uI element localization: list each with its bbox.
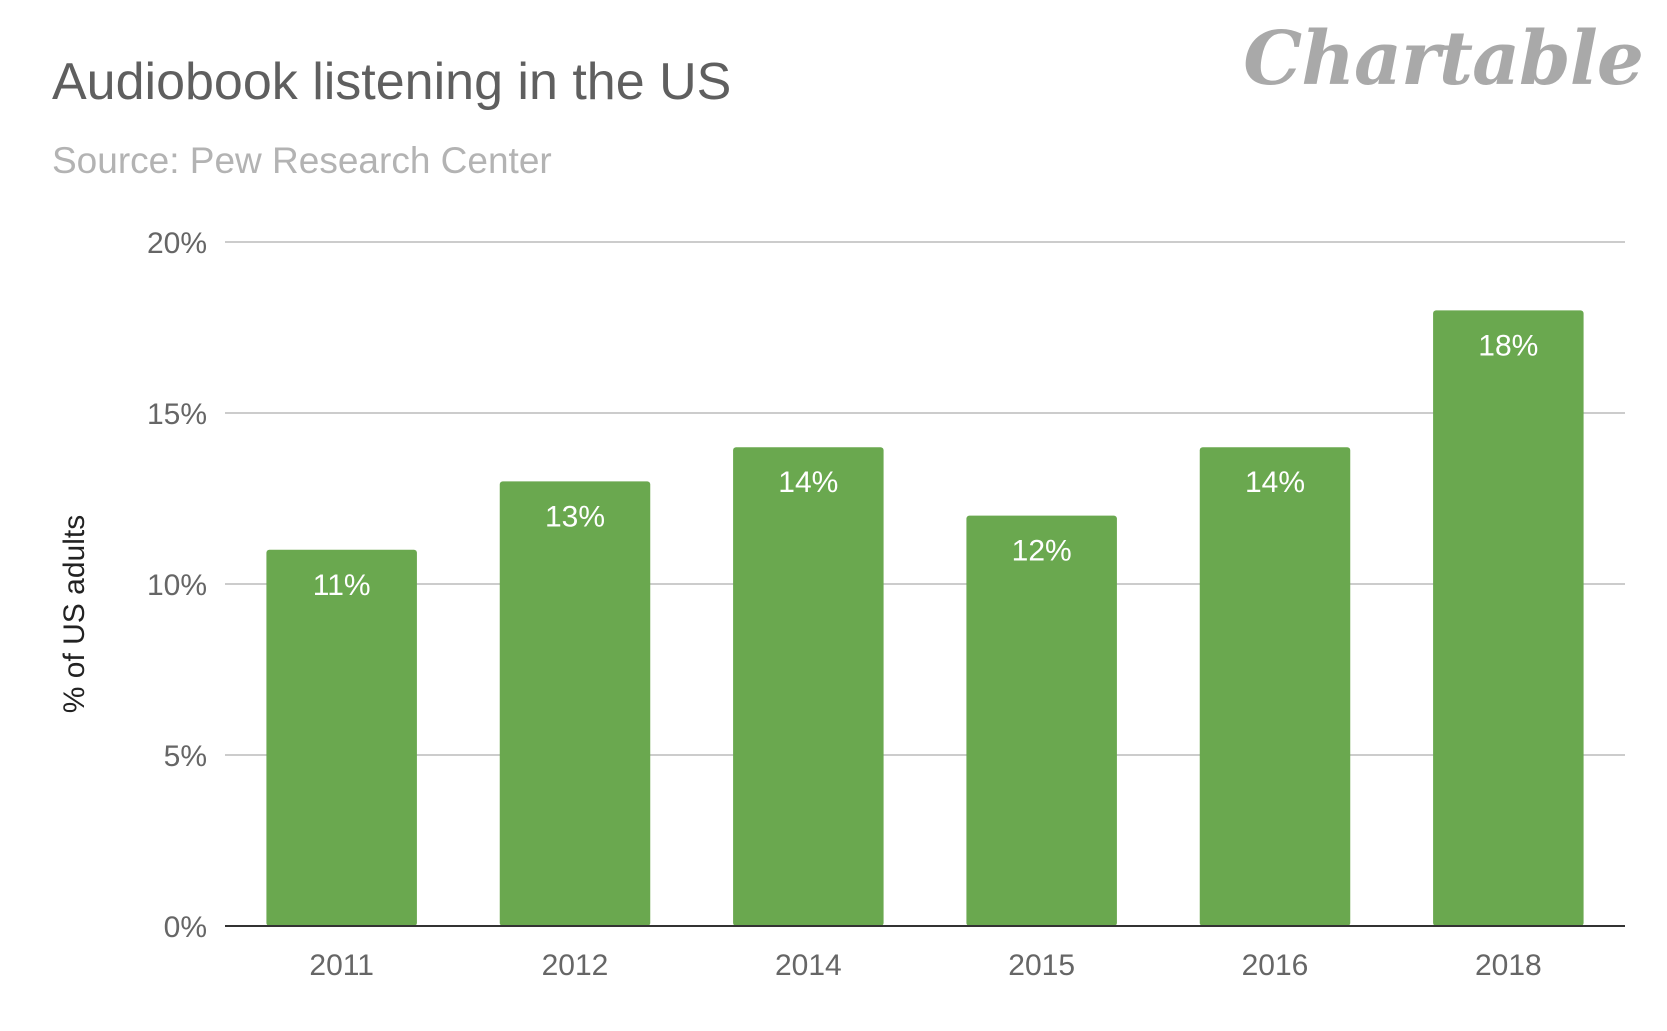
data-label: 11% (313, 569, 371, 602)
bar-2011 (266, 549, 417, 926)
y-tick-label: 10% (147, 569, 207, 602)
bar-2018 (1433, 310, 1584, 926)
y-tick-label: 15% (147, 398, 207, 431)
y-tick-label: 0% (164, 911, 207, 944)
data-label: 14% (778, 466, 838, 499)
bar-2015 (966, 515, 1117, 926)
y-axis-ticks: 0% 5% 10% 15% 20% (147, 227, 207, 944)
bar-2016 (1199, 447, 1351, 926)
y-tick-label: 5% (164, 740, 207, 773)
x-tick-label: 2011 (309, 949, 374, 982)
data-label: 12% (1012, 535, 1072, 568)
x-tick-label: 2016 (1242, 949, 1309, 982)
bars (266, 310, 1584, 926)
bar-2012 (499, 481, 651, 926)
x-tick-label: 2014 (775, 949, 842, 982)
bar-2014 (733, 447, 884, 926)
x-tick-label: 2015 (1008, 949, 1075, 982)
data-label: 14% (1245, 466, 1305, 499)
data-label: 18% (1478, 329, 1538, 362)
x-tick-label: 2012 (542, 949, 609, 982)
y-axis-label: % of US adults (58, 515, 91, 713)
x-axis-ticks: 2011 2012 2014 2015 2016 2018 (309, 949, 1541, 982)
data-label: 13% (545, 500, 605, 533)
chart-subtitle: Source: Pew Research Center (52, 140, 552, 181)
y-tick-label: 20% (147, 227, 207, 260)
gridlines (225, 241, 1625, 756)
x-tick-label: 2018 (1475, 949, 1542, 982)
chart-title: Audiobook listening in the US (52, 53, 732, 111)
brand-logo: Chartable (1243, 16, 1644, 102)
data-labels: 11% 13% 14% 12% 14% 18% (313, 329, 1539, 601)
